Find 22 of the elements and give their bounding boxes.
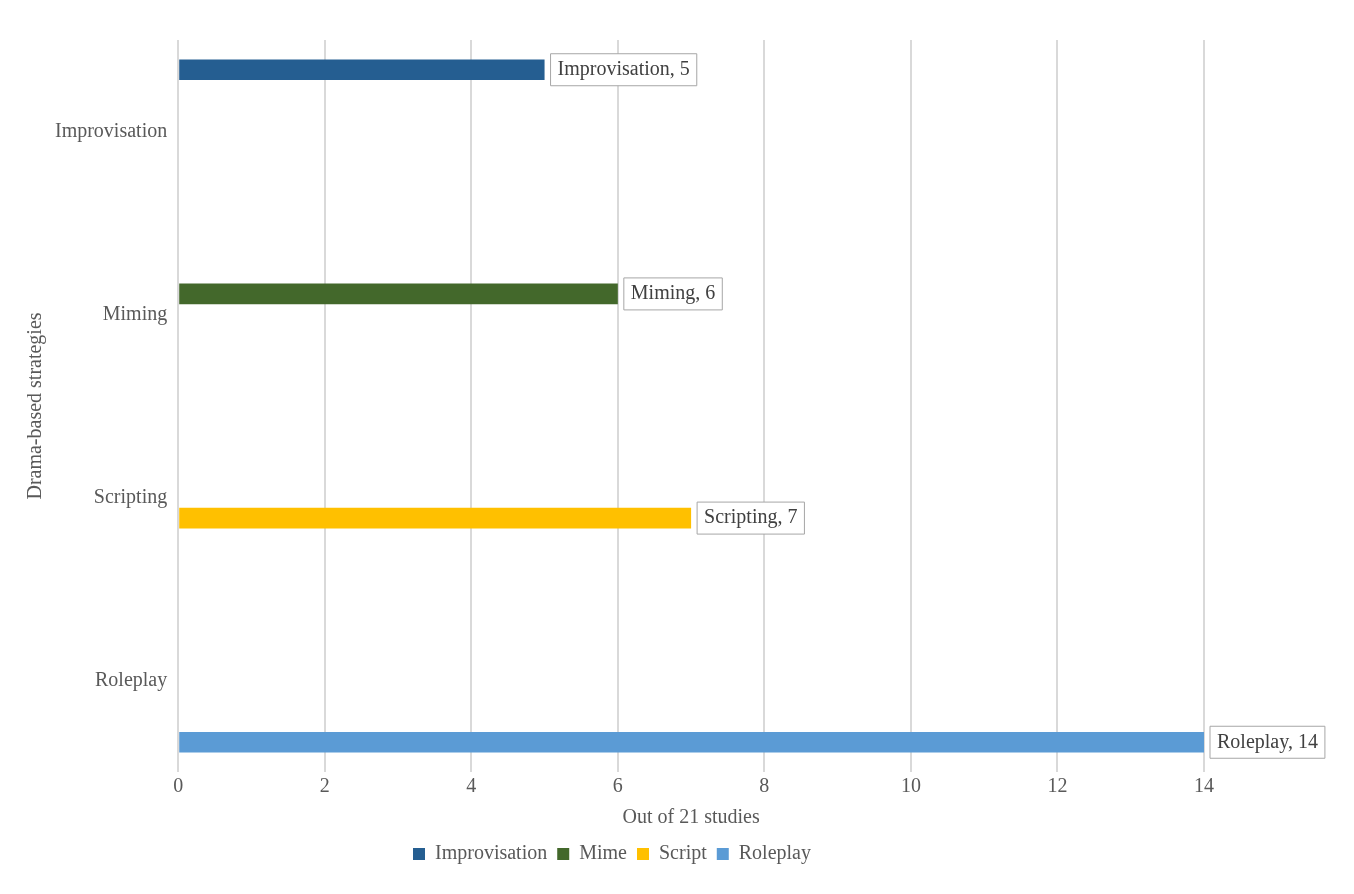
data-label: Scripting, 7 [704, 505, 798, 529]
data-label: Roleplay, 14 [1217, 729, 1318, 753]
x-tick-label: 4 [466, 774, 477, 797]
y-tick-label: Miming [102, 301, 168, 325]
y-axis-title: Drama-based strategies [23, 312, 47, 500]
x-tick-label: 14 [1194, 774, 1214, 797]
legend-label: Script [659, 841, 708, 865]
x-axis-title: Out of 21 studies [622, 805, 760, 828]
y-tick-label: Roleplay [94, 667, 168, 691]
x-tick-label: 12 [1047, 774, 1068, 797]
x-tick-label: 6 [612, 774, 623, 797]
x-tick-label: 10 [900, 774, 921, 797]
legend-label: Mime [579, 841, 628, 864]
x-tick-label: 0 [173, 774, 184, 797]
data-label: Improvisation, 5 [557, 56, 690, 80]
x-tick-label: 2 [319, 774, 330, 797]
legend-label: Improvisation [435, 841, 548, 865]
data-label: Miming, 6 [630, 281, 716, 305]
x-tick-label: 8 [759, 774, 770, 797]
y-tick-label: Scripting [93, 484, 168, 508]
y-tick-label: Improvisation [54, 118, 168, 142]
legend-label: Roleplay [738, 841, 811, 865]
